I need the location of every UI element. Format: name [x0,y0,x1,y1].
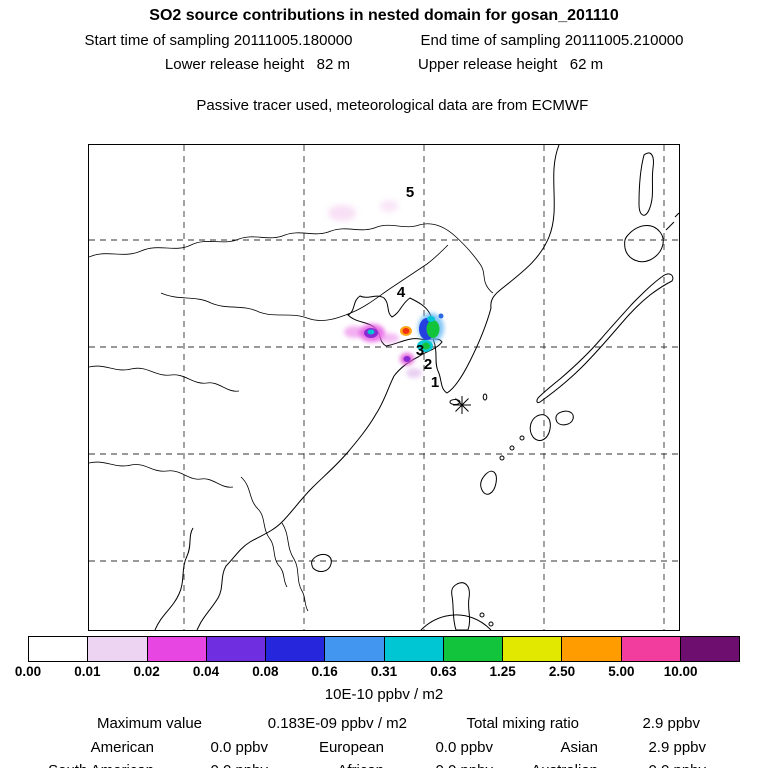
colorbar-tick-label: 2.50 [548,664,576,679]
colorbar-tick-label: 10.00 [663,664,698,679]
region-value-european: 0.0 ppbv [435,739,493,756]
region-label-south-american: South American [34,762,154,768]
max-value-label: Maximum value [96,715,202,732]
release-heights-line: Lower release height 82 m Upper release … [0,56,768,73]
region-label-european: European [318,739,384,756]
site-number-label: 2 [424,356,432,373]
colorbar-segment-2 [146,637,206,661]
tracer-info-line: Passive tracer used, meteorological data… [0,80,768,131]
max-value: 0.183E-09 ppbv / m2 [267,715,407,732]
concentration-blobs [328,200,444,378]
upper-release-height-text: Upper release height 62 m [418,56,604,73]
map-panel: 5 4 3 2 1 [88,144,680,631]
region-value-asian: 2.9 ppbv [648,739,706,756]
country-borders [89,223,494,612]
total-mixing-ratio-label: Total mixing ratio [466,715,579,732]
tracer-info-text: Passive tracer used, meteorological data… [196,97,589,114]
colorbar-segment-9 [561,637,621,661]
latlon-grid [89,145,679,630]
summary-max-line: Maximum value 0.183E-09 ppbv / m2 Total … [34,715,734,732]
total-mixing-ratio-value: 2.9 ppbv [642,715,700,732]
region-value-australian: 0.0 ppbv [598,762,706,768]
sampling-times-line: Start time of sampling 20111005.180000 E… [0,32,768,49]
region-value-south-american: 0.0 ppbv [154,762,268,768]
region-label-african: African [268,762,384,768]
colorbar-segment-8 [502,637,562,661]
colorbar-tick-label: 0.31 [370,664,398,679]
colorbar-tick-label: 0.63 [430,664,457,679]
source-contributions-grid: American 0.0 ppbv European 0.0 ppbv Asia… [34,739,734,768]
colorbar-tick-label: 0.01 [74,664,101,679]
colorbar-segment-0 [29,637,88,661]
colorbar-segment-4 [265,637,325,661]
region-value-american: 0.0 ppbv [210,739,268,756]
figure-title: SO2 source contributions in nested domai… [149,7,619,24]
receptor-star-icon [453,396,471,414]
lower-release-height-text: Lower release height 82 m [164,56,350,73]
map-svg: 5 4 3 2 1 [89,145,679,630]
region-value-african: 0.0 ppbv [384,762,493,768]
region-label-american: American [90,739,154,756]
sampling-end-text: End time of sampling 20111005.210000 [420,32,684,49]
colorbar-tick-label: 0.16 [311,664,338,679]
colorbar-tick-label: 5.00 [608,664,635,679]
sampling-start-text: Start time of sampling 20111005.180000 [84,32,353,49]
colorbar-tick-label: 0.08 [252,664,279,679]
colorbar-tick-label: 1.25 [489,664,516,679]
colorbar-tick-label: 0.04 [192,664,220,679]
colorbar-segment-6 [383,637,443,661]
site-number-labels: 5 4 3 2 1 [397,184,439,391]
region-label-australian: Australian [493,762,598,768]
colorbar-block: 0.00 0.01 0.02 0.04 0.08 0.16 0.31 0.63 1.25 2.50… [15,636,740,703]
colorbar-segment-1 [87,637,147,661]
colorbar-segment-11 [679,637,739,661]
site-number-label: 5 [406,184,414,201]
region-label-asian: Asian [560,739,598,756]
colorbar-tick-label: 0.02 [133,664,160,679]
colorbar-tick-label: 0.00 [14,664,42,679]
coastlines [154,145,679,630]
colorbar-unit-label: 10E-10 ppbv / m2 [324,686,444,703]
colorbar-segment-5 [324,637,384,661]
colorbar-segment-10 [620,637,680,661]
colorbar-segment-7 [442,637,502,661]
site-number-label: 4 [397,284,406,301]
colorbar-ticks: 0.00 0.01 0.02 0.04 0.08 0.16 0.31 0.63 1.25 2.50… [15,664,740,681]
colorbar-segment-3 [205,637,265,661]
colorbar [28,636,740,662]
site-number-label: 1 [431,374,439,391]
site-number-label: 3 [416,342,424,359]
